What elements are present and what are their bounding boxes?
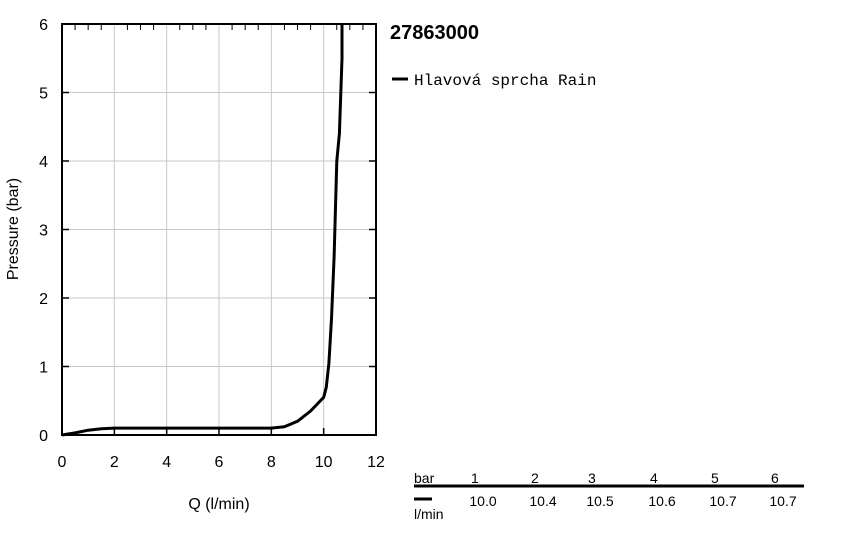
table-flow-value: 10.4 <box>529 493 556 509</box>
table-pressure-value: 3 <box>588 470 596 486</box>
series-line-hlavova-sprcha-rain <box>61 24 344 437</box>
x-axis-title: Q (l/min) <box>188 496 249 513</box>
x-tick-label: 2 <box>110 454 119 471</box>
x-tick-label: 8 <box>267 454 276 471</box>
x-tick-label: 6 <box>215 454 224 471</box>
table-flow-value: 10.6 <box>648 493 675 509</box>
legend-label: Hlavová sprcha Rain <box>414 72 596 90</box>
table-flow-value: 10.7 <box>709 493 736 509</box>
x-tick-label: 4 <box>162 454 171 471</box>
table-row-unit: l/min <box>414 506 444 522</box>
y-tick-labels: 0 1 2 3 4 5 6 <box>39 17 48 445</box>
y-tick-label: 3 <box>39 223 48 240</box>
y-axis-title: Pressure (bar) <box>5 178 22 280</box>
table-flow-value: 10.7 <box>769 493 796 509</box>
table-flow-value: 10.5 <box>586 493 613 509</box>
table-flow-value: 10.0 <box>469 493 496 509</box>
y-tick-label: 5 <box>39 86 48 103</box>
y-tick-label: 4 <box>39 154 48 171</box>
x-tick-label: 10 <box>315 454 333 471</box>
y-tick-label: 6 <box>39 17 48 34</box>
table-pressure-value: 5 <box>711 470 719 486</box>
y-tick-label: 0 <box>39 428 48 445</box>
x-tick-labels: 0 2 4 6 8 10 12 <box>58 454 385 471</box>
chart-title: 27863000 <box>390 22 479 44</box>
chart-grid <box>62 24 376 435</box>
table-columns: 1 10.0 2 10.4 3 10.5 4 10.6 5 10.7 6 10.7 <box>469 470 796 509</box>
minor-ticks <box>61 23 377 436</box>
table-pressure-value: 4 <box>650 470 658 486</box>
table-pressure-value: 6 <box>771 470 779 486</box>
table-header-unit: bar <box>414 470 435 486</box>
flow-table: bar l/min 1 10.0 2 10.4 3 10.5 4 10.6 5 10.7 6 10.7 <box>414 470 804 522</box>
y-tick-label: 1 <box>39 360 48 377</box>
x-tick-label: 12 <box>367 454 385 471</box>
x-tick-label: 0 <box>58 454 67 471</box>
table-pressure-value: 1 <box>471 470 479 486</box>
y-tick-label: 2 <box>39 291 48 308</box>
table-pressure-value: 2 <box>531 470 539 486</box>
